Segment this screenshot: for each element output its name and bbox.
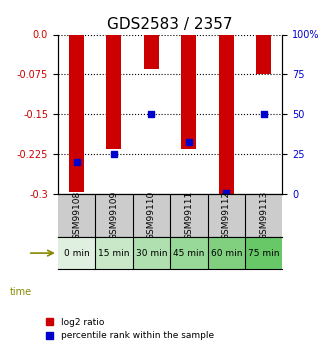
Text: GSM99113: GSM99113: [259, 191, 268, 240]
Bar: [181, 34, 196, 149]
Bar: [219, 34, 234, 195]
Bar: [107, 34, 121, 149]
Text: GSM99110: GSM99110: [147, 191, 156, 240]
Legend: log2 ratio, percentile rank within the sample: log2 ratio, percentile rank within the s…: [46, 318, 214, 341]
FancyBboxPatch shape: [133, 237, 170, 269]
Text: time: time: [10, 287, 32, 296]
Bar: [144, 34, 159, 69]
Text: 75 min: 75 min: [248, 249, 280, 258]
FancyBboxPatch shape: [58, 237, 95, 269]
Text: 60 min: 60 min: [211, 249, 242, 258]
Bar: [256, 34, 271, 75]
Bar: [69, 34, 84, 192]
Text: 15 min: 15 min: [98, 249, 130, 258]
Text: 30 min: 30 min: [136, 249, 167, 258]
Text: GSM99111: GSM99111: [184, 191, 193, 240]
FancyBboxPatch shape: [245, 237, 282, 269]
Title: GDS2583 / 2357: GDS2583 / 2357: [108, 17, 233, 32]
Text: GSM99112: GSM99112: [222, 191, 231, 240]
FancyBboxPatch shape: [208, 237, 245, 269]
Text: 45 min: 45 min: [173, 249, 204, 258]
FancyBboxPatch shape: [170, 237, 208, 269]
FancyBboxPatch shape: [95, 237, 133, 269]
Text: GSM99109: GSM99109: [109, 191, 118, 240]
Text: 0 min: 0 min: [64, 249, 89, 258]
Text: GSM99108: GSM99108: [72, 191, 81, 240]
